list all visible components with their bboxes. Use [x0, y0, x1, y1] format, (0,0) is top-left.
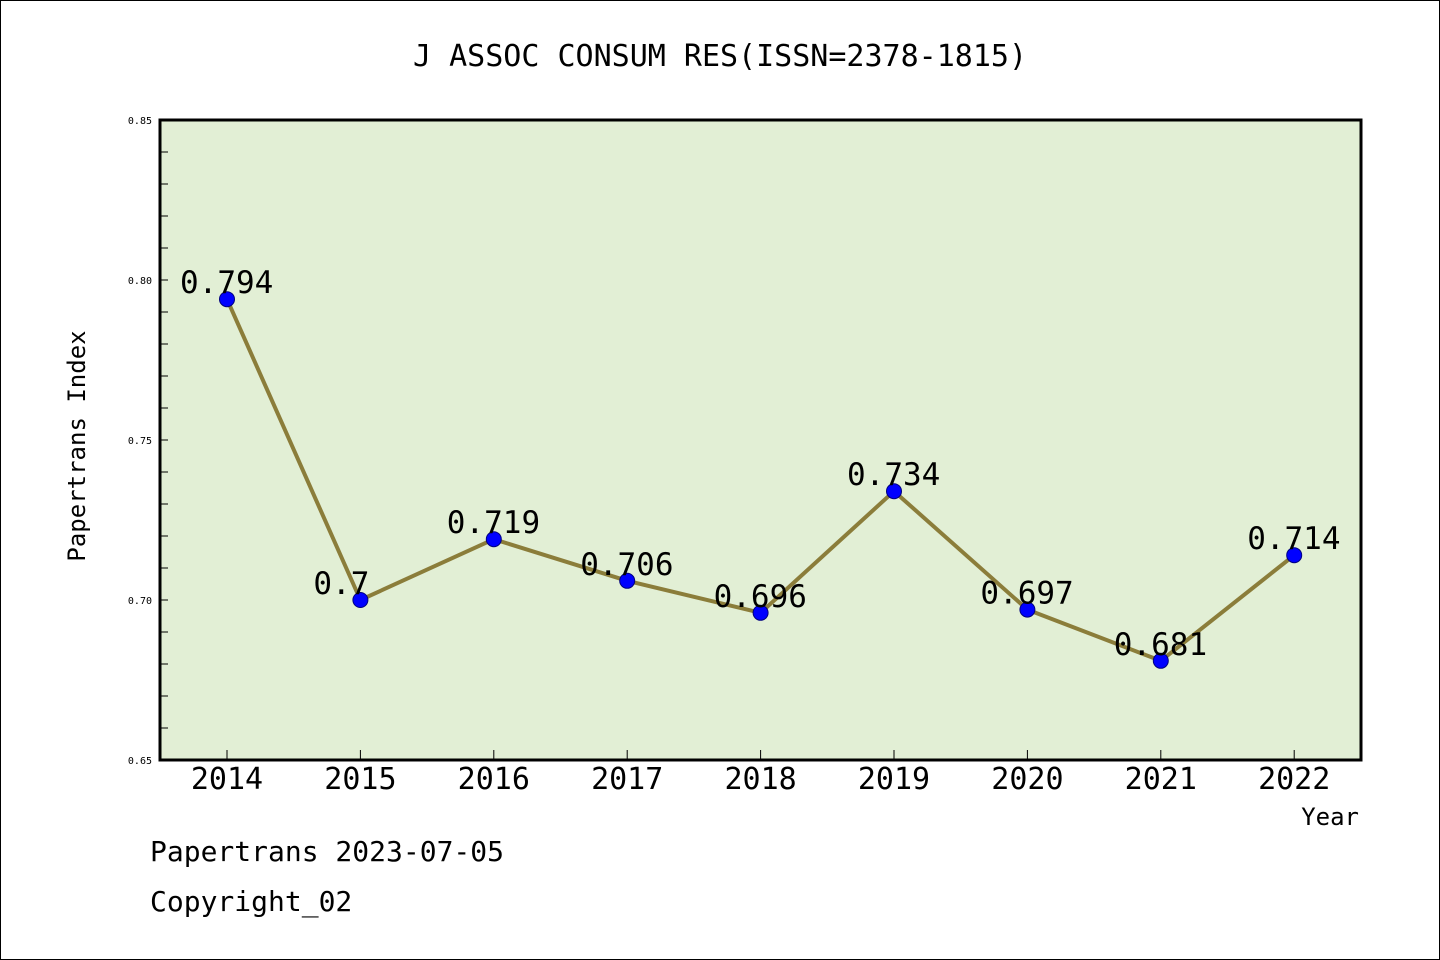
y-axis-ticks: 0.65 0.70 0.75 0.80 0.85	[128, 116, 168, 767]
chart-title: J ASSOC CONSUM RES(ISSN=2378-1815)	[413, 39, 1027, 74]
y-axis-label: Papertrans Index	[63, 330, 91, 561]
data-label: 0.7	[313, 566, 369, 602]
x-axis-label: Year	[1301, 803, 1359, 831]
x-tick-label: 2014	[191, 762, 263, 797]
data-point	[219, 291, 235, 308]
x-tick-label: 2019	[858, 762, 930, 797]
data-point	[619, 572, 636, 589]
data-label: 0.696	[714, 579, 807, 615]
plot-area	[158, 118, 1363, 762]
data-point	[1019, 601, 1036, 618]
data-label: 0.714	[1247, 521, 1340, 557]
data-point	[485, 531, 502, 548]
footer-credit: Papertrans 2023-07-05	[150, 835, 505, 868]
data-point	[352, 592, 369, 608]
x-tick-label: 2015	[324, 762, 396, 797]
data-label: 0.681	[1114, 627, 1207, 663]
x-tick-label: 2018	[724, 762, 796, 797]
data-points	[219, 291, 1303, 669]
y-tick-label: 0.65	[128, 756, 152, 767]
data-label: 0.706	[580, 547, 673, 583]
x-tick-label: 2016	[458, 762, 530, 797]
footer-copyright: Copyright_02	[150, 885, 353, 918]
data-point	[886, 483, 902, 500]
data-point	[752, 604, 769, 621]
data-label: 0.697	[980, 576, 1073, 612]
x-tick-label: 2022	[1258, 762, 1330, 797]
x-axis-ticks: 2014 2015 2016 2017 2018 2019 2020 2021 2022	[191, 750, 1330, 797]
y-tick-label: 0.70	[128, 596, 152, 607]
y-tick-label: 0.80	[128, 276, 152, 287]
x-tick-label: 2020	[991, 762, 1063, 797]
data-labels: 0.794 0.7 0.719 0.706 0.696 0.734 0.697 0.681 0.…	[180, 265, 1341, 663]
y-minor-ticks	[160, 151, 168, 729]
data-label: 0.734	[847, 457, 940, 493]
data-label: 0.719	[447, 505, 540, 541]
data-point	[1152, 652, 1169, 669]
y-tick-label: 0.75	[128, 436, 152, 447]
y-tick-label: 0.85	[128, 116, 152, 127]
x-tick-label: 2017	[591, 762, 663, 797]
data-point	[1286, 547, 1303, 564]
x-tick-label: 2021	[1125, 762, 1197, 797]
data-label: 0.794	[180, 265, 273, 301]
